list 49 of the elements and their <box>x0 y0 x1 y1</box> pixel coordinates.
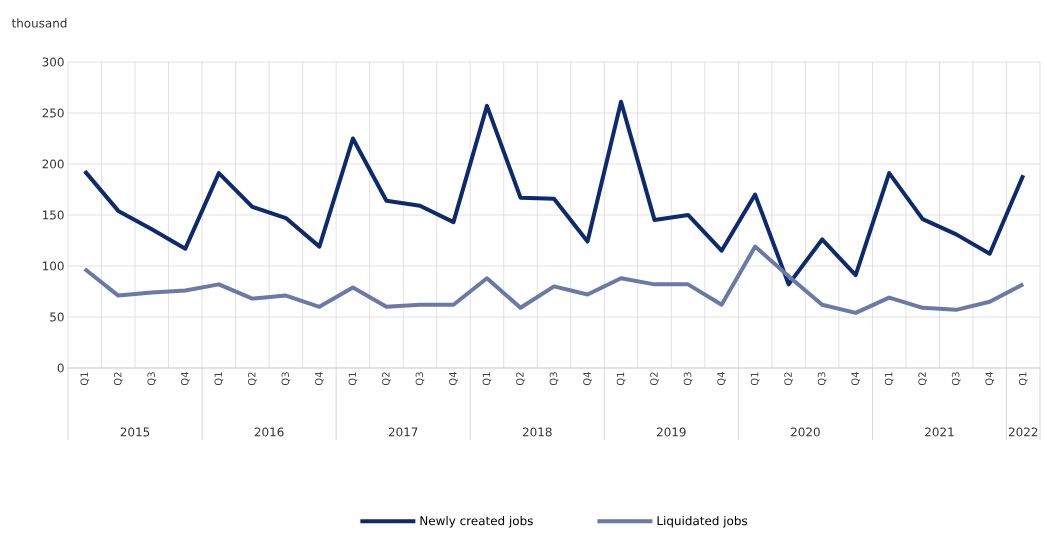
text: 2022 <box>1008 427 1038 437</box>
x-tick-label: Q4 <box>180 372 190 386</box>
text: 2017 <box>388 427 418 437</box>
text: 2020 <box>791 427 820 437</box>
x-tick-label: Q1 <box>482 372 492 386</box>
x-tick-label: Q3 <box>817 372 827 386</box>
text: 2019 <box>656 427 686 437</box>
x-tick-label: Q1 <box>1018 372 1028 386</box>
legend-label: Newly created jobs <box>420 515 533 528</box>
x-tick-label: Q1 <box>348 372 358 386</box>
x-tick-label: Q3 <box>281 372 291 386</box>
x-tick-label: Q3 <box>415 372 425 386</box>
x-tick-label: Q2 <box>650 372 659 386</box>
y-tick-label: 300 <box>42 57 64 67</box>
y-tick-label: 50 <box>50 312 64 322</box>
x-tick-label: Q1 <box>80 372 90 386</box>
text: 2018 <box>522 427 552 437</box>
line-series <box>82 99 1026 287</box>
x-tick-label: Q2 <box>113 372 123 386</box>
x-tick-label: Q4 <box>315 372 324 386</box>
x-tick-label: Q1 <box>616 372 626 386</box>
text: 2016 <box>254 427 284 437</box>
text: 2015 <box>120 427 150 437</box>
y-axis-title: thousand <box>11 18 67 28</box>
line-series <box>82 244 1026 315</box>
x-tick-label: Q4 <box>449 372 458 386</box>
y-tick-label: 150 <box>42 210 64 220</box>
x-tick-label: Q2 <box>382 372 391 386</box>
x-tick-label: Q4 <box>985 372 995 386</box>
y-tick-label: 200 <box>42 159 64 169</box>
x-tick-label: Q1 <box>214 372 224 386</box>
x-tick-label: Q2 <box>248 372 257 386</box>
x-tick-label: Q3 <box>147 372 157 386</box>
x-tick-label: Q2 <box>516 372 525 386</box>
y-tick-label: 250 <box>42 108 64 118</box>
x-tick-label: Q3 <box>951 372 961 386</box>
legend-label: Liquidated jobs <box>657 515 748 528</box>
x-tick-label: Q4 <box>851 372 860 386</box>
x-tick-label: Q2 <box>918 372 928 386</box>
x-tick-label: Q1 <box>884 372 894 386</box>
y-tick-label: 100 <box>42 261 64 271</box>
x-tick-label: Q2 <box>784 372 793 386</box>
x-tick-label: Q4 <box>583 372 592 386</box>
x-tick-label: Q3 <box>683 372 693 386</box>
x-tick-label: Q1 <box>750 372 760 386</box>
y-tick-label: 0 <box>57 363 64 373</box>
text: 2021 <box>925 427 954 437</box>
x-tick-label: Q3 <box>549 372 559 386</box>
x-tick-label: Q4 <box>717 372 726 386</box>
